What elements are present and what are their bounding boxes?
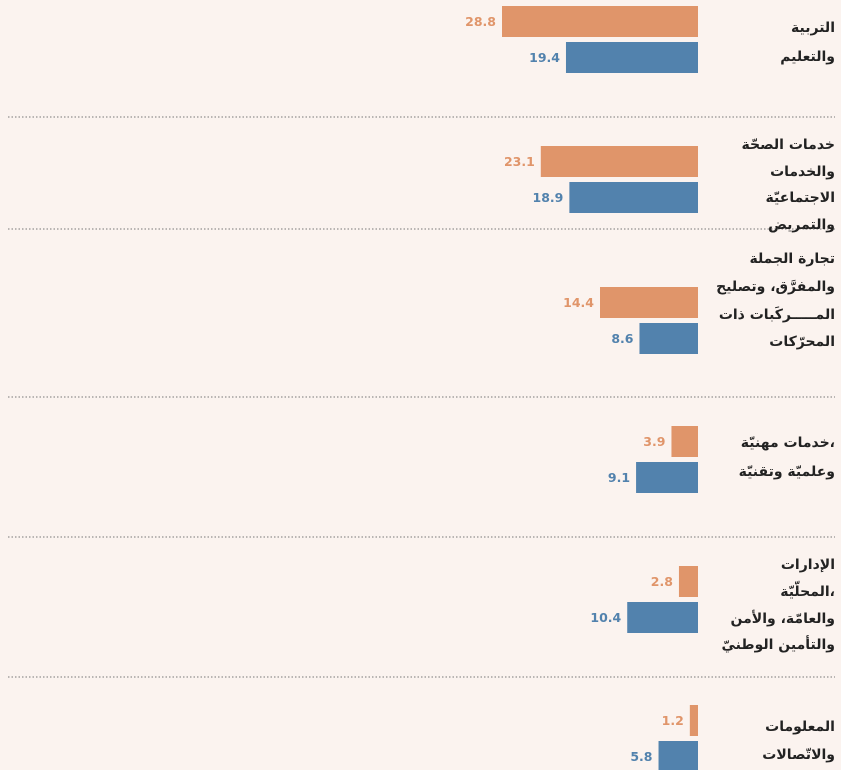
bar [540,146,698,177]
category-label: المحلّيّة، [780,581,835,600]
value-label: 8.6 [611,331,633,346]
category-label: التربية [791,20,835,36]
bar [639,323,698,354]
category-label: وعلميّة وتقنيّة [739,464,835,480]
bar [671,426,698,457]
value-label: 19.4 [529,50,560,65]
category-label: المـــــركَبات ذات [719,306,835,323]
value-label: 14.4 [563,295,594,310]
bar [502,6,698,37]
value-label: 28.8 [465,14,496,29]
category-label: المحرّكات [769,334,835,350]
category-label: والتمريض [768,217,835,233]
value-label: 3.9 [643,434,665,449]
value-label: 18.9 [533,190,564,205]
category-label: المعلومات [765,719,835,735]
value-label: 2.8 [651,574,673,589]
bar [678,566,698,597]
category-label: خدمات الصحّة [742,137,835,153]
category-label: والعامّة، والأمن [731,610,835,627]
category-label: والخدمات [770,164,835,180]
value-label: 23.1 [504,154,535,169]
value-label: 9.1 [608,470,630,485]
bar [658,741,698,770]
value-label: 5.8 [630,749,652,764]
bar [569,182,698,213]
bar [627,602,698,633]
category-label: الاجتماعيّة [766,190,835,206]
category-label: والتأمين الوطنيّ [722,635,835,653]
bar [689,705,698,736]
bar [600,287,698,318]
category-label: خدمات مهنيّة، [741,435,835,451]
value-label: 1.2 [662,713,684,728]
category-label: والمفرَّق، وتصليح [716,279,835,295]
category-label: والاتّصالات [762,747,835,763]
bar [565,42,698,73]
category-label: تجارة الجملة [749,251,835,267]
category-label: الإدارات [781,557,835,573]
bar [636,462,698,493]
value-label: 10.4 [590,610,621,625]
category-label: والتعليم [780,49,835,65]
